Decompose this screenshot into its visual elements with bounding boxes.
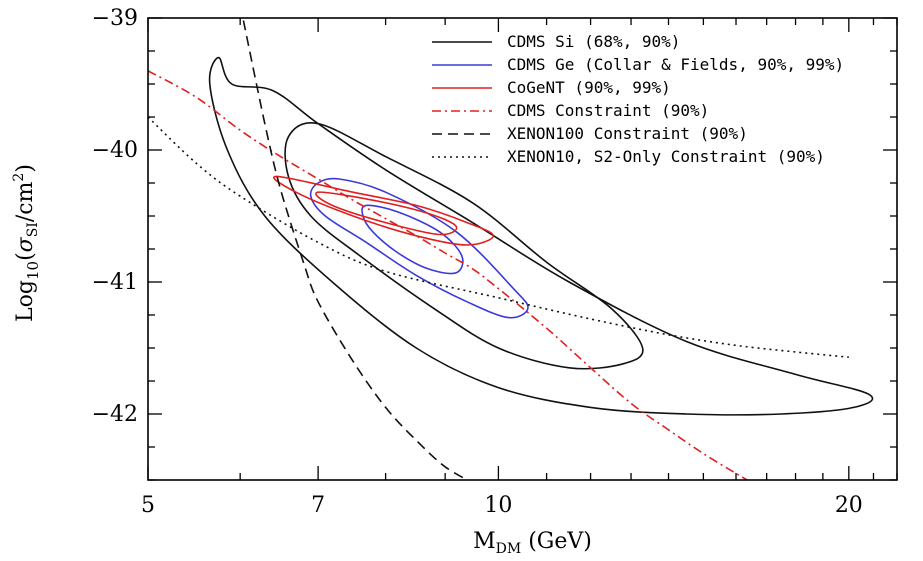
y-tick-label: −39 [92,6,138,31]
x-tick-label: 5 [141,493,155,518]
y-tick-label: −42 [92,402,138,427]
contour-cogent-90-99-0 [273,175,495,246]
legend-label: XENON100 Constraint (90%) [507,124,748,143]
legend-label: XENON10, S2-Only Constraint (90%) [507,147,825,166]
x-tick-label: 7 [311,493,325,518]
x-tick-label: 20 [835,493,863,518]
legend-label: CoGeNT (90%, 99%) [507,78,671,97]
curve-xenon100-constraint-90 [242,18,470,480]
tick-labels: 5 7 10 20 −39 −40 −41 −42 [92,6,863,518]
x-axis-title: MDM (GeV) [473,529,592,557]
contour-cdms-ge-collar-fields-90-99-0 [309,177,529,319]
y-tick-label: −41 [92,270,138,295]
curve-cdms-constraint-90 [148,70,749,480]
legend: CDMS Si (68%, 90%) CDMS Ge (Collar & Fiel… [432,32,844,166]
x-tick-label: 10 [484,493,512,518]
legend-label: CDMS Constraint (90%) [507,101,709,120]
legend-label: CDMS Ge (Collar & Fields, 90%, 99%) [507,55,844,74]
plot-area [148,18,874,480]
contour-cdms-si-68-90-0 [208,56,874,416]
y-axis-title: Log10(σSI/cm2) [11,164,42,322]
y-tick-label: −40 [92,138,138,163]
curve-xenon10-s2-only-constraint-90 [148,116,849,358]
contour-cdms-si-68-90-1 [284,122,644,370]
axis-ticks [147,17,898,481]
contour-cogent-90-99-1 [315,191,458,236]
legend-label: CDMS Si (68%, 90%) [507,32,680,51]
contour-cdms-ge-collar-fields-90-99-1 [361,204,464,275]
